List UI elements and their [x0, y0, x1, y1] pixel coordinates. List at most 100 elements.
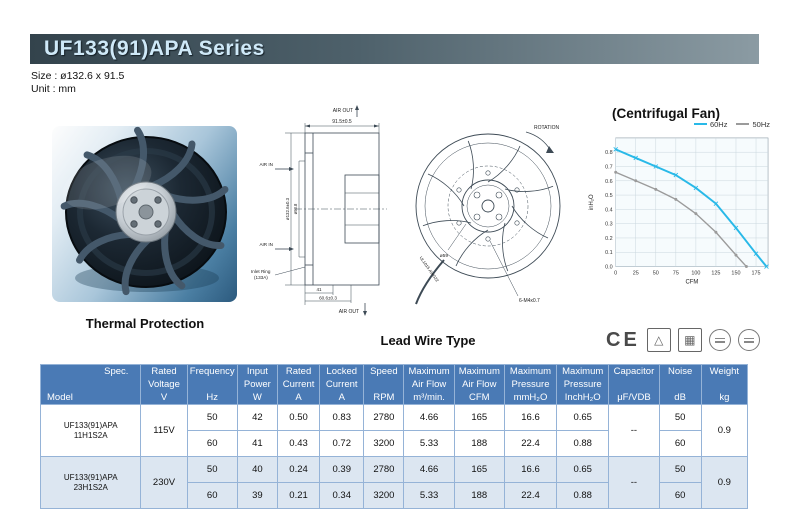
- frequency-cell: 60: [186, 482, 238, 509]
- pressure-inch-cell: 0.88: [556, 430, 610, 457]
- svg-text:0.7: 0.7: [605, 164, 613, 170]
- svg-text:0.1: 0.1: [605, 250, 613, 256]
- voltage-cell: 230V: [140, 456, 188, 509]
- svg-text:125: 125: [711, 270, 720, 276]
- certification-marks: CE △ ▦: [606, 328, 760, 352]
- col-header-rated-current: Rated Current A: [276, 364, 321, 405]
- air-out-bottom-label: AIR OUT: [339, 309, 359, 315]
- speed-cell: 3200: [363, 430, 405, 457]
- power-cell: 40: [236, 456, 278, 483]
- noise-cell: 60: [658, 430, 702, 457]
- fan-photo-art: [52, 126, 237, 302]
- col-header-noise: Noise dB: [658, 364, 702, 405]
- screw-spec-label: 6-M4x0.7: [519, 298, 540, 304]
- col-header-weight: Weight kg: [700, 364, 749, 405]
- power-cell: 41: [236, 430, 278, 457]
- svg-text:175: 175: [751, 270, 760, 276]
- air-out-top-label: AIR OUT: [333, 108, 353, 114]
- airflow-cfm-cell: 188: [453, 482, 505, 509]
- col-header-frequency: Frequency Hz: [186, 364, 238, 405]
- chart-plot: 0.0 0.1 0.2 0.3 0.4 0.5 0.6 0.7 0.8 0 25 50 75 100 125…: [589, 137, 769, 285]
- noise-cell: 60: [658, 482, 702, 509]
- rated-current-cell: 0.50: [276, 404, 321, 431]
- airflow-cfm-cell: 165: [453, 456, 505, 483]
- pressure-inch-cell: 0.88: [556, 482, 610, 509]
- model-cell: UF133(91)APA 11H1S2A: [39, 404, 142, 457]
- svg-text:0.8: 0.8: [605, 150, 613, 156]
- svg-text:0.6: 0.6: [605, 179, 613, 185]
- svg-text:0.4: 0.4: [605, 207, 613, 213]
- svg-text:0: 0: [614, 270, 617, 276]
- power-cell: 39: [236, 482, 278, 509]
- speed-cell: 2780: [363, 456, 405, 483]
- svg-text:75: 75: [673, 270, 679, 276]
- svg-text:0.0: 0.0: [605, 265, 613, 271]
- rotation-label: ROTATION: [534, 125, 559, 131]
- cetl-mark-icon: [737, 329, 760, 351]
- lead-wire-type-label: Lead Wire Type: [380, 333, 476, 348]
- inlet-ring-label: Inlet Ring: [251, 269, 271, 274]
- col-header-locked-current: Locked Current A: [319, 364, 365, 405]
- col-header-pressure-inch: Maximum Pressure InchH₂O: [556, 364, 610, 405]
- svg-text:0.5: 0.5: [605, 193, 613, 199]
- airflow-m3-cell: 5.33: [403, 482, 455, 509]
- capacitor-cell: --: [608, 404, 660, 457]
- frequency-cell: 50: [186, 456, 238, 483]
- hub-dia-label: ø59: [440, 253, 449, 259]
- table-row: 60 39 0.21 0.34 3200 5.33 188 22.4 0.88 …: [41, 482, 748, 509]
- col-header-speed: Speed RPM: [363, 364, 405, 405]
- rated-current-cell: 0.43: [276, 430, 321, 457]
- frequency-cell: 60: [186, 430, 238, 457]
- etl-mark-icon: [708, 329, 731, 351]
- base-dim-label: 60.6±0.3: [319, 296, 337, 301]
- col-header-airflow-cfm: Maximum Air Flow CFM: [453, 364, 505, 405]
- col-header-airflow-m3: Maximum Air Flow m³/min.: [403, 364, 455, 405]
- airflow-m3-cell: 4.66: [403, 456, 455, 483]
- locked-current-cell: 0.83: [319, 404, 365, 431]
- unit-label: Unit : mm: [31, 83, 76, 95]
- frequency-cell: 50: [186, 404, 238, 431]
- speed-cell: 2780: [363, 404, 405, 431]
- performance-chart: 60Hz 50Hz 0.0 0.1 0.2 0.3 0.4 0.5 0.6 0.7 0.8 0 25 5…: [586, 118, 774, 286]
- pressure-mm-cell: 16.6: [503, 456, 558, 483]
- tuv-mark-icon: △: [646, 328, 671, 352]
- capacitor-cell: --: [608, 456, 660, 509]
- col-header-pressure-mm: Maximum Pressure mmH₂O: [503, 364, 558, 405]
- airflow-m3-cell: 4.66: [403, 404, 455, 431]
- col-header-voltage: Rated Voltage V: [140, 364, 188, 405]
- model-cell: UF133(91)APA 23H1S2A: [39, 456, 142, 509]
- noise-cell: 50: [658, 456, 702, 483]
- power-cell: 42: [236, 404, 278, 431]
- pressure-mm-cell: 22.4: [503, 482, 558, 509]
- fan-photo: [52, 126, 237, 302]
- weight-cell: 0.9: [700, 404, 749, 457]
- svg-text:CFM: CFM: [685, 279, 698, 285]
- svg-text:100: 100: [691, 270, 700, 276]
- pressure-mm-cell: 16.6: [503, 404, 558, 431]
- voltage-cell: 115V: [140, 404, 188, 457]
- svg-text:inH₂O: inH₂O: [589, 194, 595, 210]
- col-header-input-power: Input Power W: [236, 364, 278, 405]
- series-banner: UF133(91)APA Series: [30, 34, 759, 64]
- rated-current-cell: 0.24: [276, 456, 321, 483]
- size-unit-block: Size : ø132.6 x 91.5 Unit : mm: [31, 70, 124, 96]
- table-row: UF133(91)APA 23H1S2A 230V 50 40 0.24 0.39…: [39, 456, 749, 509]
- col-header-model: Spec. Model: [39, 364, 142, 405]
- side-view-lines: [274, 105, 387, 316]
- spec-table: Spec. Model Rated Voltage V Frequency Hz Inp…: [39, 364, 749, 509]
- airflow-cfm-cell: 188: [453, 430, 505, 457]
- noise-cell: 50: [658, 404, 702, 431]
- locked-current-cell: 0.72: [319, 430, 365, 457]
- front-view-drawing: ROTATION 6-M4x0.7 ø59 UL1015 AWG22: [415, 125, 561, 305]
- ce-mark: CE: [606, 328, 640, 351]
- airflow-cfm-cell: 165: [453, 404, 505, 431]
- svg-text:25: 25: [633, 270, 639, 276]
- legend-item: 50Hz: [736, 120, 770, 129]
- locked-current-cell: 0.39: [319, 456, 365, 483]
- rated-current-cell: 0.21: [276, 482, 321, 509]
- cert-box-mark-icon: ▦: [677, 328, 702, 352]
- chart-legend: 60Hz 50Hz: [586, 118, 774, 130]
- inner-dia-label: ø93.8: [293, 203, 298, 214]
- fan-type-label: (Centrifugal Fan): [612, 106, 720, 121]
